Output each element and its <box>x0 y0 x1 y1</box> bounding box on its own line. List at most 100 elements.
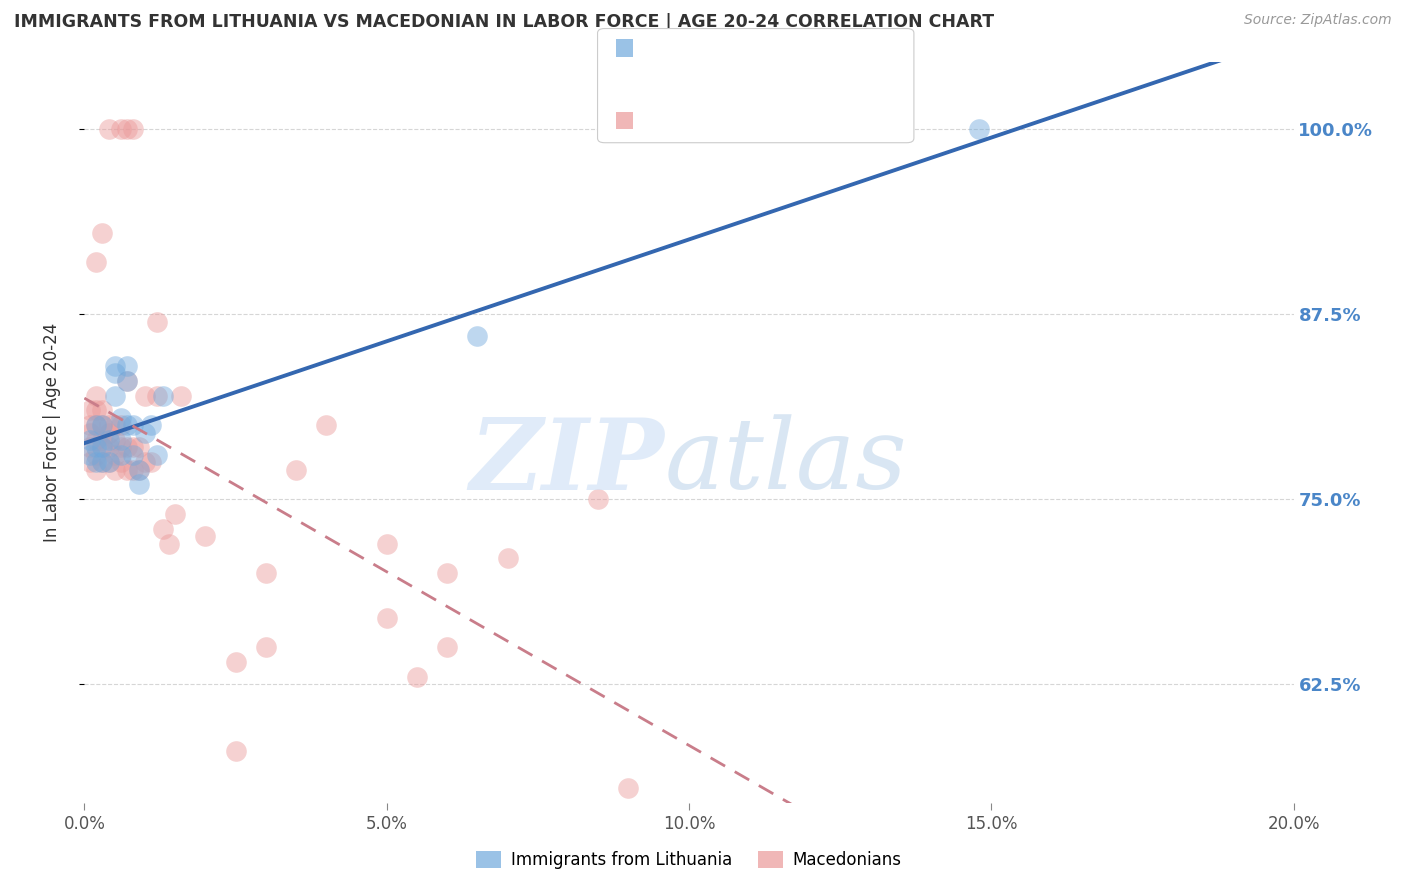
Text: ZIP: ZIP <box>470 414 665 510</box>
Point <box>134 455 156 469</box>
Point <box>104 462 127 476</box>
Point <box>128 477 150 491</box>
Point <box>110 410 132 425</box>
Point <box>165 507 187 521</box>
Point <box>128 441 150 455</box>
Point <box>91 455 114 469</box>
Point <box>79 441 101 455</box>
Point <box>97 418 120 433</box>
Point <box>86 418 108 433</box>
Point <box>97 441 120 455</box>
Point <box>152 389 174 403</box>
Point <box>110 441 132 455</box>
Point <box>134 425 156 440</box>
Text: N = 65: N = 65 <box>734 116 821 135</box>
Point <box>225 744 247 758</box>
Point <box>110 455 132 469</box>
Point <box>128 462 150 476</box>
Point <box>115 441 138 455</box>
Point <box>115 418 138 433</box>
Point <box>315 418 337 433</box>
Point <box>406 670 429 684</box>
Point <box>436 640 458 655</box>
Point <box>104 448 127 462</box>
Point <box>86 403 108 417</box>
Point <box>104 367 127 381</box>
Point <box>254 640 277 655</box>
Point <box>91 418 114 433</box>
Point <box>91 433 114 447</box>
Point <box>86 255 108 269</box>
Point <box>79 425 101 440</box>
Point <box>110 122 132 136</box>
Text: R =: R = <box>643 44 685 62</box>
Point <box>104 389 127 403</box>
Point <box>115 462 138 476</box>
Point <box>91 226 114 240</box>
Point <box>91 403 114 417</box>
Point <box>79 418 101 433</box>
Point <box>86 389 108 403</box>
Point <box>121 122 143 136</box>
Point <box>104 418 127 433</box>
Point <box>86 462 108 476</box>
Point <box>110 433 132 447</box>
Point <box>79 455 101 469</box>
Point <box>375 611 398 625</box>
Point <box>139 418 162 433</box>
Y-axis label: In Labor Force | Age 20-24: In Labor Force | Age 20-24 <box>42 323 60 542</box>
Point <box>496 551 519 566</box>
Legend: Immigrants from Lithuania, Macedonians: Immigrants from Lithuania, Macedonians <box>470 845 908 876</box>
Point <box>146 448 169 462</box>
Point <box>146 314 169 328</box>
Text: 0.162: 0.162 <box>682 116 744 135</box>
Point <box>97 433 120 447</box>
Point <box>121 441 143 455</box>
Point <box>86 441 108 455</box>
Point <box>91 441 114 455</box>
Point <box>104 433 127 447</box>
Point <box>110 418 132 433</box>
Point <box>97 455 120 469</box>
Point <box>97 455 120 469</box>
Point <box>86 448 108 462</box>
Point <box>121 462 143 476</box>
Text: IMMIGRANTS FROM LITHUANIA VS MACEDONIAN IN LABOR FORCE | AGE 20-24 CORRELATION C: IMMIGRANTS FROM LITHUANIA VS MACEDONIAN … <box>14 13 994 31</box>
Point <box>97 122 120 136</box>
Point <box>134 389 156 403</box>
Point <box>104 359 127 373</box>
Point <box>97 425 120 440</box>
Point <box>139 455 162 469</box>
Point <box>91 418 114 433</box>
Point <box>86 433 108 447</box>
Point <box>115 359 138 373</box>
Point <box>115 122 138 136</box>
Point <box>157 537 180 551</box>
Point <box>91 455 114 469</box>
Point <box>588 492 610 507</box>
Point <box>115 374 138 388</box>
Point <box>79 448 101 462</box>
Point <box>467 329 489 343</box>
Point <box>225 655 247 669</box>
Point <box>146 389 169 403</box>
Point <box>86 418 108 433</box>
Point <box>128 462 150 476</box>
Point <box>121 418 143 433</box>
Text: 0.524: 0.524 <box>682 44 744 62</box>
Point <box>967 122 990 136</box>
Point <box>170 389 193 403</box>
Point <box>115 374 138 388</box>
Point <box>152 522 174 536</box>
Point <box>617 780 640 795</box>
Point <box>110 448 132 462</box>
Text: N = 29: N = 29 <box>734 44 821 62</box>
Point <box>375 537 398 551</box>
Point <box>285 462 308 476</box>
Point <box>79 433 101 447</box>
Point <box>121 448 143 462</box>
Point <box>91 441 114 455</box>
Point <box>86 455 108 469</box>
Point <box>79 403 101 417</box>
Point <box>194 529 217 543</box>
